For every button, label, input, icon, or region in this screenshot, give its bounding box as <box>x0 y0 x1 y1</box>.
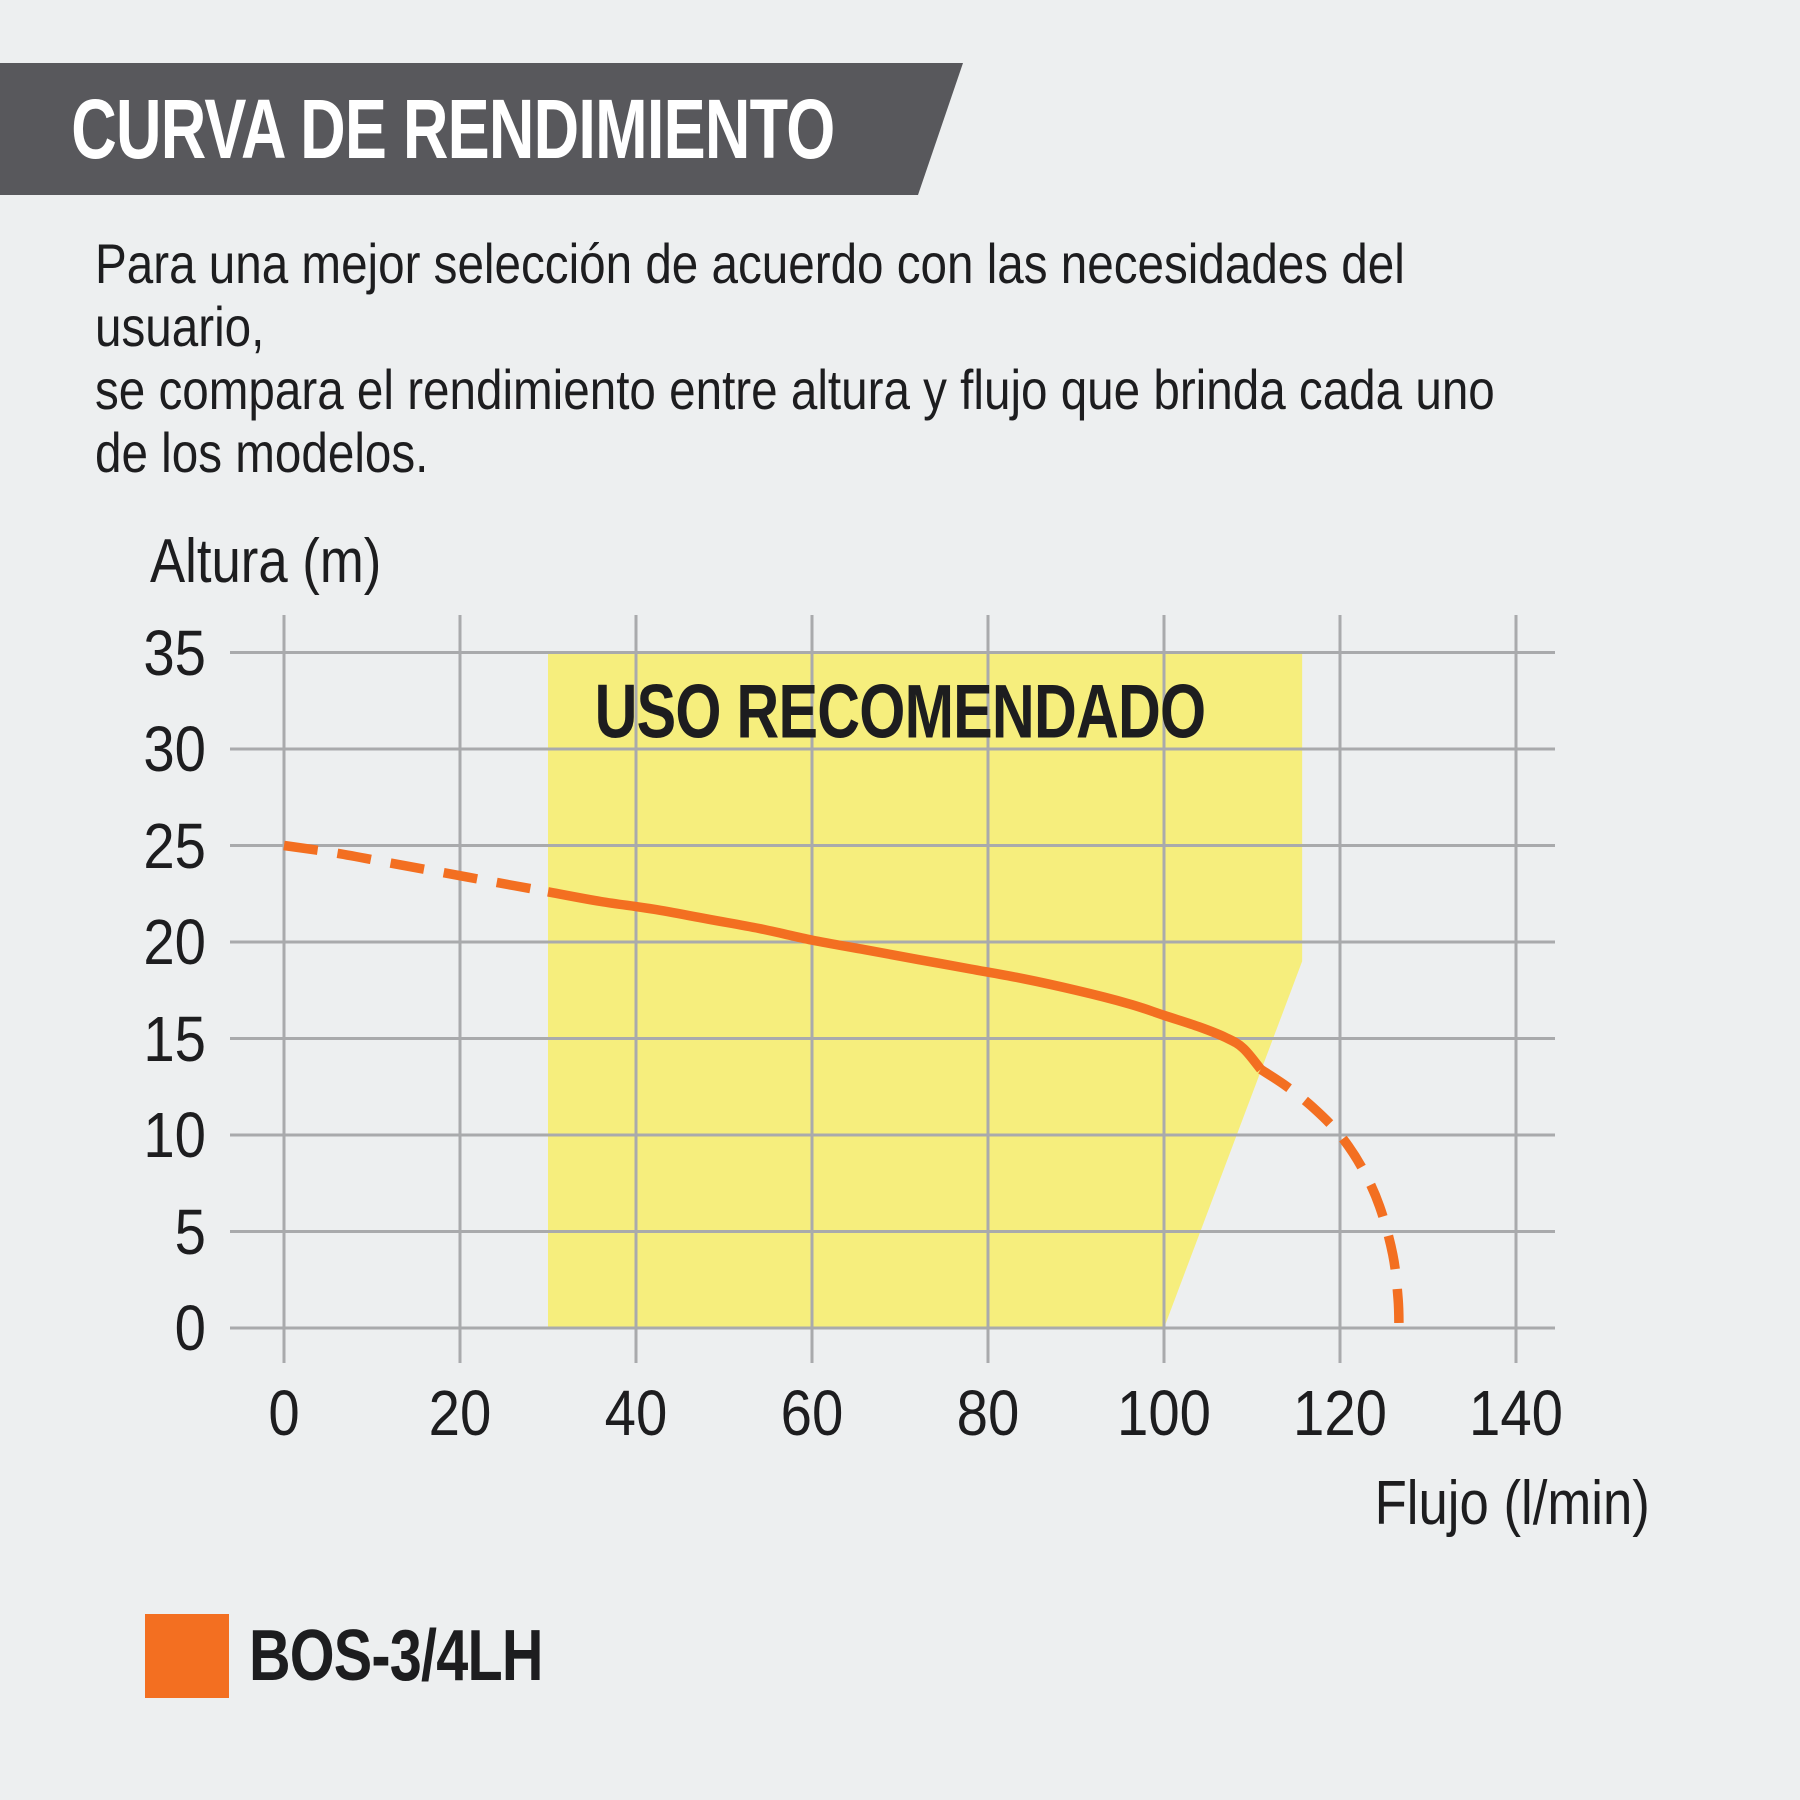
legend: BOS-3/4LH <box>145 1614 616 1698</box>
y-tick-label: 20 <box>143 906 206 978</box>
x-tick-label: 80 <box>956 1377 1020 1449</box>
x-tick-label: 0 <box>268 1377 300 1449</box>
y-axis-title: Altura (m) <box>150 527 382 596</box>
y-tick-label: 5 <box>174 1195 206 1268</box>
y-tick-label: 15 <box>143 1002 206 1075</box>
recommended-use-label: USO RECOMENDADO <box>594 669 1207 755</box>
pump-curve-solid <box>547 887 1265 1073</box>
page-title: CURVA DE RENDIMIENTO <box>71 81 835 176</box>
x-axis-title: Flujo (l/min) <box>1374 1469 1650 1538</box>
x-tick-label: 120 <box>1293 1377 1387 1449</box>
x-tick-label: 60 <box>780 1377 844 1449</box>
legend-color-swatch <box>145 1614 229 1698</box>
recommended-region <box>548 652 1303 1328</box>
title-banner: CURVA DE RENDIMIENTO <box>0 63 963 195</box>
x-tick-label: 40 <box>604 1377 668 1449</box>
y-tick-label: 35 <box>143 616 206 689</box>
x-tick-label: 140 <box>1469 1377 1563 1449</box>
pump-curve-dashed <box>283 840 549 897</box>
x-tick-label: 20 <box>428 1377 492 1449</box>
y-tick-label: 25 <box>143 809 206 882</box>
y-tick-label: 30 <box>143 713 206 785</box>
legend-model-label: BOS-3/4LH <box>249 1616 543 1696</box>
y-tick-label: 0 <box>174 1292 206 1364</box>
y-tick-label: 10 <box>143 1099 206 1171</box>
x-tick-label: 100 <box>1117 1377 1211 1449</box>
pump-curve-dashed <box>1258 1065 1404 1329</box>
intro-paragraph: Para una mejor selección de acuerdo con … <box>95 232 1495 484</box>
